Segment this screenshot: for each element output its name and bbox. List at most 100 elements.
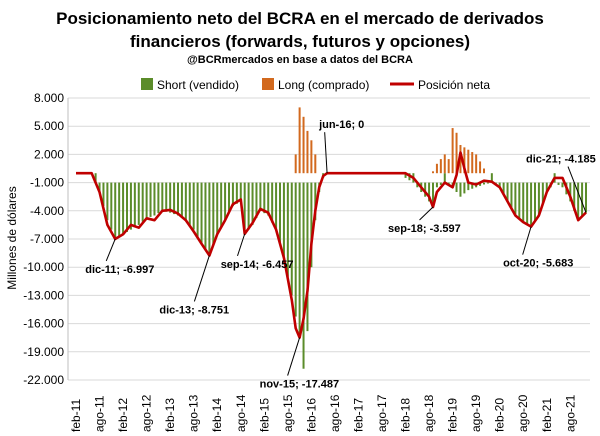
short-bar bbox=[196, 182, 199, 237]
x-tick-label: feb-13 bbox=[163, 398, 177, 432]
x-tick-label: feb-11 bbox=[69, 399, 83, 432]
long-bar bbox=[439, 159, 442, 174]
short-bar bbox=[530, 182, 533, 227]
short-bar bbox=[251, 182, 254, 225]
short-bar bbox=[145, 182, 148, 219]
short-bar bbox=[471, 182, 474, 189]
short-bar bbox=[208, 182, 211, 256]
short-bar bbox=[98, 182, 101, 192]
short-bar bbox=[306, 182, 309, 332]
short-bar bbox=[129, 182, 132, 230]
short-bar bbox=[200, 182, 203, 244]
short-bar bbox=[404, 173, 407, 178]
y-tick-label: -16.000 bbox=[23, 317, 64, 331]
long-bar bbox=[306, 130, 309, 174]
y-tick-label: -19.000 bbox=[23, 345, 64, 359]
annotation-leader bbox=[105, 238, 116, 262]
short-bar bbox=[133, 182, 136, 228]
x-tick-label: feb-21 bbox=[540, 398, 554, 432]
short-bar bbox=[573, 182, 576, 211]
short-bar bbox=[483, 182, 485, 185]
y-tick-label: -4.000 bbox=[30, 204, 64, 218]
annotation-label: oct-20; -5.683 bbox=[503, 258, 573, 270]
short-bar bbox=[137, 182, 140, 225]
short-bar bbox=[153, 182, 156, 216]
short-bar bbox=[263, 182, 266, 214]
x-tick-label: ago-14 bbox=[234, 394, 248, 432]
short-bar bbox=[267, 182, 270, 216]
short-bar bbox=[534, 182, 536, 222]
y-tick-label: 2.000 bbox=[34, 147, 64, 161]
short-bar bbox=[416, 182, 419, 188]
short-bar bbox=[502, 182, 505, 195]
short-bar bbox=[118, 182, 121, 237]
long-bar bbox=[455, 132, 458, 174]
short-bar bbox=[486, 182, 489, 184]
short-bar bbox=[102, 182, 105, 207]
x-tick-label: ago-19 bbox=[469, 394, 483, 432]
y-tick-label: 5.000 bbox=[34, 119, 64, 133]
long-bar bbox=[294, 154, 297, 174]
short-bar bbox=[424, 182, 427, 197]
long-bar bbox=[447, 159, 450, 174]
short-bar bbox=[510, 182, 513, 209]
y-tick-label: -22.000 bbox=[23, 373, 64, 387]
short-bar bbox=[177, 182, 179, 216]
legend-swatch-long bbox=[262, 78, 274, 90]
short-bar bbox=[518, 182, 521, 219]
short-bar bbox=[302, 182, 305, 369]
short-bar bbox=[432, 182, 434, 208]
short-bar bbox=[279, 182, 281, 244]
short-bar bbox=[463, 182, 466, 194]
x-tick-label: feb-19 bbox=[446, 398, 460, 432]
short-bar bbox=[204, 182, 207, 250]
annotation-leader bbox=[287, 337, 301, 376]
x-tick-label: ago-18 bbox=[422, 394, 436, 432]
short-bar bbox=[577, 182, 580, 221]
short-bar bbox=[467, 182, 470, 191]
long-bar bbox=[298, 107, 301, 174]
short-bar bbox=[545, 182, 548, 192]
short-bar bbox=[173, 182, 176, 215]
short-bar bbox=[479, 182, 482, 186]
short-bar bbox=[275, 182, 278, 230]
annotation-label: nov-15; -17.487 bbox=[260, 379, 339, 391]
short-bar bbox=[271, 182, 274, 223]
x-tick-label: ago-17 bbox=[375, 394, 389, 432]
x-tick-label: ago-15 bbox=[281, 394, 295, 432]
short-bar bbox=[184, 182, 187, 221]
x-tick-label: feb-16 bbox=[304, 398, 318, 432]
short-bar bbox=[581, 182, 584, 217]
annotation-label: sep-18; -3.597 bbox=[388, 223, 461, 235]
annotation-leader bbox=[237, 233, 246, 257]
chart-title-line1: Posicionamiento neto del BCRA en el merc… bbox=[56, 9, 544, 28]
annotation-label: sep-14; -6.457 bbox=[221, 259, 294, 271]
short-bar bbox=[498, 182, 501, 188]
short-bar bbox=[526, 182, 529, 225]
x-tick-label: feb-20 bbox=[493, 398, 507, 432]
x-tick-label: feb-17 bbox=[351, 398, 365, 432]
short-bar bbox=[231, 182, 234, 207]
long-bar bbox=[475, 154, 478, 174]
y-tick-label: -10.000 bbox=[23, 260, 64, 274]
short-bar bbox=[298, 182, 301, 338]
short-bar bbox=[522, 182, 525, 223]
short-bar bbox=[557, 182, 560, 185]
annotation-leader bbox=[522, 226, 532, 255]
y-tick-label: -1.000 bbox=[30, 176, 64, 190]
short-bar bbox=[141, 182, 144, 222]
x-tick-label: ago-20 bbox=[516, 394, 530, 432]
short-bar bbox=[224, 182, 227, 221]
annotation-label: dic-13; -8.751 bbox=[159, 304, 229, 316]
x-tick-label: ago-11 bbox=[93, 395, 107, 432]
short-bar bbox=[216, 182, 219, 235]
legend-label-long: Long (comprado) bbox=[278, 78, 369, 92]
short-bar bbox=[490, 173, 493, 183]
short-bar bbox=[506, 182, 509, 202]
long-bar bbox=[451, 128, 454, 174]
chart-subtitle: @BCRmercados en base a datos del BCRA bbox=[187, 54, 413, 66]
annotation-leader bbox=[324, 132, 328, 174]
short-bar bbox=[310, 182, 313, 268]
long-bar bbox=[310, 140, 313, 174]
x-tick-label: ago-16 bbox=[328, 394, 342, 432]
